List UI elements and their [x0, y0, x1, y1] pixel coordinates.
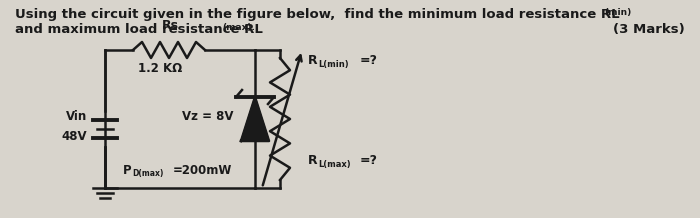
- Text: R: R: [308, 153, 318, 167]
- Text: (3 Marks): (3 Marks): [613, 23, 685, 36]
- Text: and maximum load resistance RL: and maximum load resistance RL: [15, 23, 263, 36]
- Text: 48V: 48V: [62, 131, 87, 143]
- Text: 1.2 KΩ: 1.2 KΩ: [138, 62, 182, 75]
- Text: D(max): D(max): [132, 169, 163, 177]
- Text: R: R: [308, 53, 318, 66]
- Text: (min): (min): [604, 8, 631, 17]
- Text: L(min): L(min): [318, 60, 349, 68]
- Text: Rs: Rs: [162, 19, 178, 32]
- Text: =?: =?: [360, 53, 378, 66]
- Polygon shape: [241, 97, 269, 141]
- Text: =200mW: =200mW: [173, 164, 232, 177]
- Text: Vin: Vin: [66, 111, 87, 124]
- Text: Using the circuit given in the figure below,  find the minimum load resistance R: Using the circuit given in the figure be…: [15, 8, 620, 21]
- Text: L(max): L(max): [318, 160, 351, 169]
- Text: =?: =?: [360, 153, 378, 167]
- Text: P: P: [123, 164, 132, 177]
- Text: (max).: (max).: [222, 23, 255, 32]
- Text: Vz = 8V: Vz = 8V: [181, 111, 233, 124]
